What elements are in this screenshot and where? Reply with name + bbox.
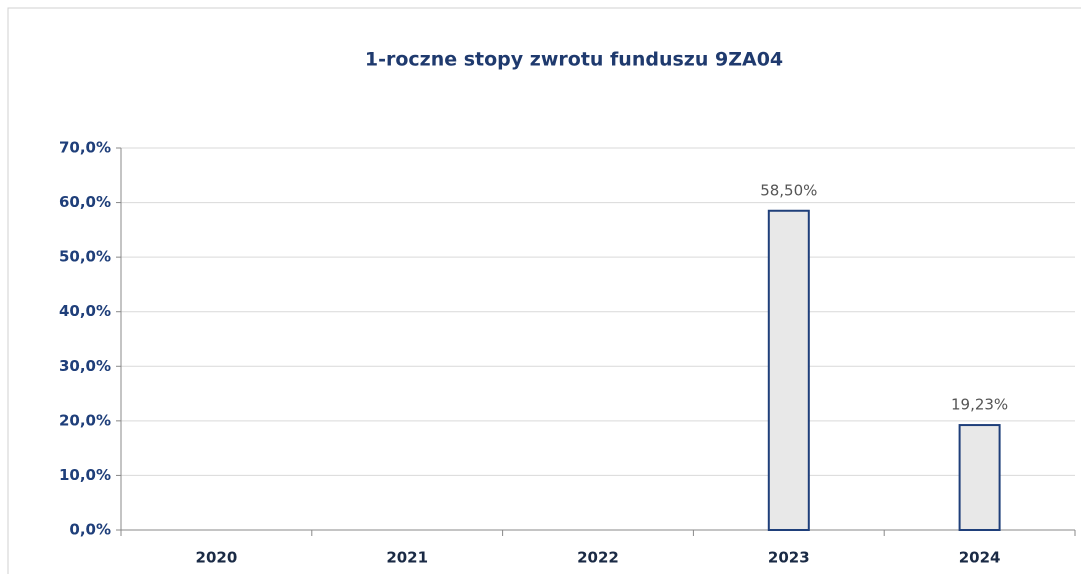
x-tick-label: 2024 (959, 549, 1001, 567)
x-tick-label: 2021 (386, 549, 428, 567)
y-tick-label: 50,0% (59, 248, 111, 266)
y-tick-label: 40,0% (59, 302, 111, 320)
chart-title: 1-roczne stopy zwrotu funduszu 9ZA04 (365, 49, 783, 71)
x-tick-label: 2022 (577, 549, 619, 567)
y-tick-label: 30,0% (59, 357, 111, 375)
y-tick-label: 60,0% (59, 193, 111, 211)
y-tick-label: 20,0% (59, 411, 111, 429)
y-tick-label: 70,0% (59, 139, 111, 157)
y-tick-label: 0,0% (69, 521, 111, 539)
data-label: 58,50% (760, 181, 817, 199)
bar (767, 209, 810, 531)
y-tick-label: 10,0% (59, 466, 111, 484)
chart-frame (7, 7, 1081, 574)
data-label: 19,23% (951, 396, 1008, 414)
x-tick-label: 2020 (196, 549, 238, 567)
bar (958, 424, 1001, 531)
x-tick-label: 2023 (768, 549, 810, 567)
